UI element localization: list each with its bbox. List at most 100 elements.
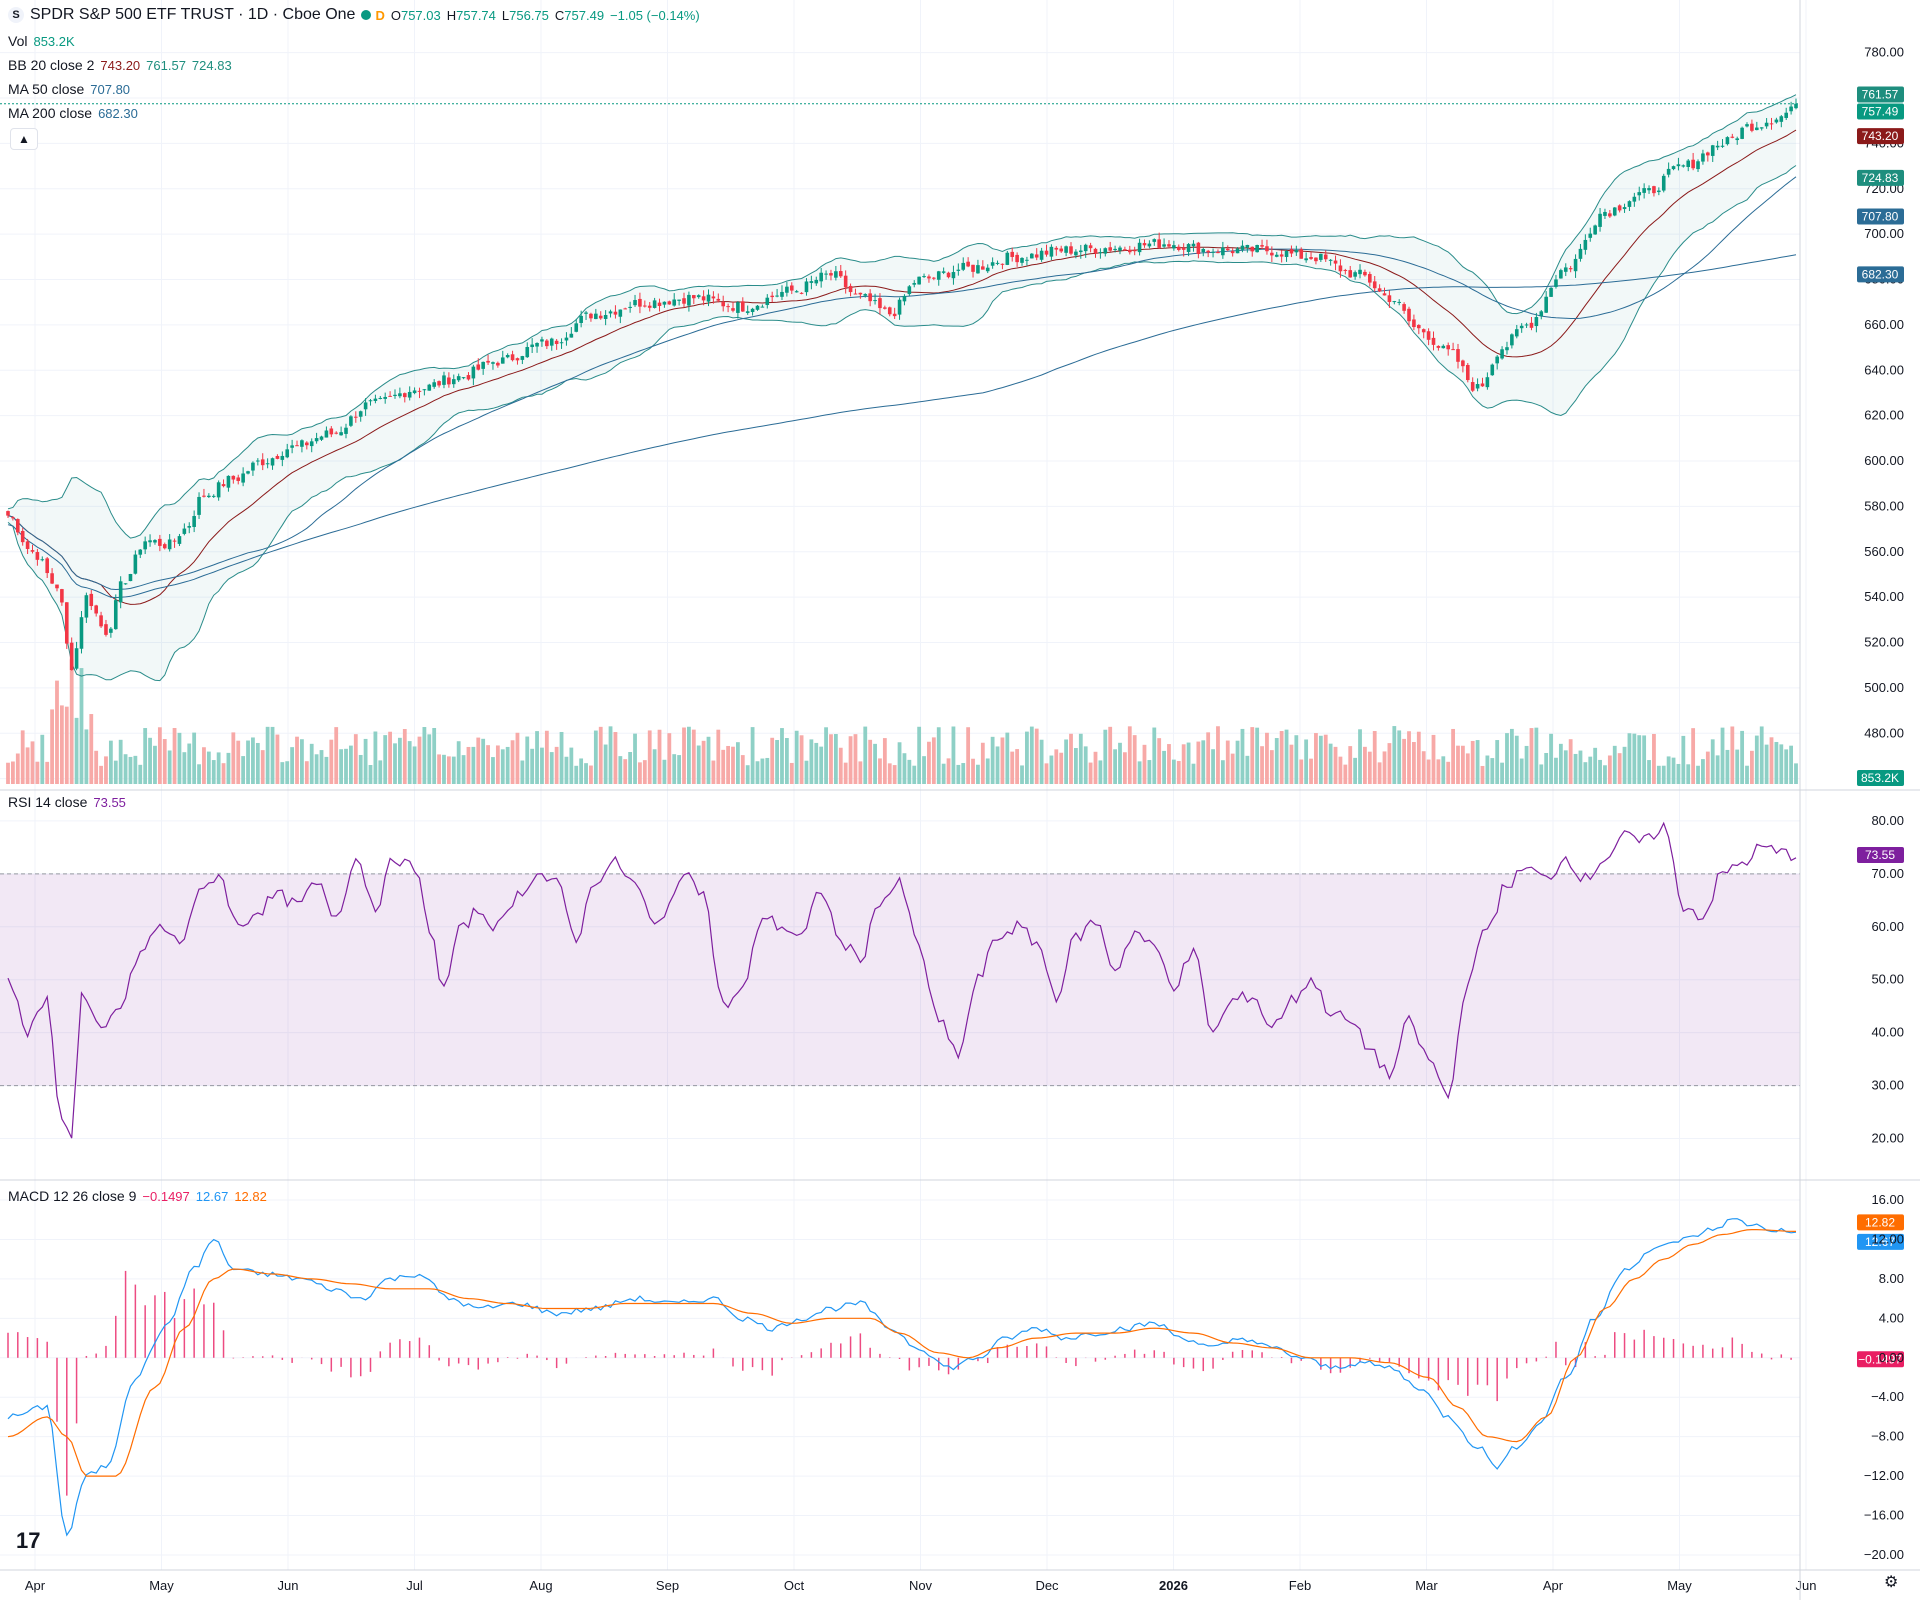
volume-bar — [990, 736, 995, 784]
volume-bar — [461, 755, 466, 784]
volume-bar — [177, 732, 182, 784]
candle-body — [1603, 211, 1607, 216]
candle-body — [1554, 279, 1558, 287]
volume-bar — [1363, 746, 1367, 784]
candle-body — [123, 583, 128, 585]
candle-body — [770, 295, 774, 298]
volume-bar — [319, 750, 324, 784]
candle-body — [74, 648, 79, 669]
gear-icon[interactable]: ⚙ — [1884, 1574, 1899, 1591]
candle-body — [736, 302, 740, 313]
candle-body — [574, 323, 579, 332]
candle-body — [50, 573, 54, 584]
candle-body — [1500, 349, 1504, 359]
candle-body — [1039, 250, 1044, 260]
legend-macd[interactable]: MACD 12 26 close 9 −0.1497 12.67 12.82 — [8, 1188, 267, 1204]
volume-bar — [1147, 760, 1152, 784]
volume-bar — [819, 746, 824, 784]
candle-body — [1627, 201, 1632, 207]
tradingview-logo-icon[interactable]: 17 — [16, 1528, 41, 1553]
header-title-row: S SPDR S&P 500 ETF TRUST · 1D · Cboe One… — [8, 6, 700, 24]
volume-bar — [1642, 735, 1647, 784]
volume-bar — [1201, 740, 1206, 784]
volume-bar — [1181, 744, 1186, 784]
candle-body — [1524, 324, 1529, 326]
y-tick-label: 700.00 — [1864, 226, 1904, 241]
candle-body — [221, 484, 226, 487]
candle-body — [564, 337, 569, 341]
candle-body — [358, 411, 363, 417]
volume-bar — [1652, 733, 1656, 784]
volume-bar — [701, 740, 706, 784]
candle-body — [148, 540, 152, 543]
candle-body — [613, 311, 618, 315]
volume-bar — [1426, 759, 1431, 784]
macd-pane: 12.82 12.67 −0.1497 — [7, 1214, 1904, 1537]
volume-bar — [946, 758, 951, 784]
volume-bar — [1627, 733, 1632, 784]
volume-bar — [784, 738, 789, 784]
volume-bar — [1593, 747, 1598, 784]
macd-tick-label: 0.00 — [1879, 1350, 1904, 1365]
volume-bar — [417, 736, 422, 784]
candle-body — [545, 340, 549, 347]
volume-label-text: 853.2K — [1861, 771, 1899, 785]
candle-body — [1025, 259, 1029, 261]
volume-bar — [329, 739, 334, 784]
macd-tick-label: −12.00 — [1864, 1468, 1904, 1483]
volume-bar — [667, 733, 672, 784]
candle-body — [1265, 246, 1269, 252]
legend-bollinger[interactable]: BB 20 close 2 743.20 761.57 724.83 — [8, 57, 232, 73]
volume-bar — [172, 728, 177, 784]
legend-ma50[interactable]: MA 50 close 707.80 — [8, 81, 131, 97]
candle-body — [60, 589, 64, 603]
volume-bar — [961, 763, 966, 784]
volume-bar — [246, 740, 250, 784]
legend-ma200[interactable]: MA 200 close 682.30 — [8, 105, 138, 121]
volume-bar — [339, 749, 344, 784]
volume-bar — [192, 732, 197, 784]
volume-bar — [931, 737, 936, 784]
rsi-tick-label: 50.00 — [1871, 972, 1904, 987]
candle-body — [1240, 245, 1245, 250]
candle-body — [84, 595, 89, 618]
volume-bar — [1392, 726, 1397, 784]
candle-body — [1054, 247, 1059, 250]
x-tick-label: Apr — [25, 1578, 46, 1593]
y-tick-label: 640.00 — [1864, 362, 1904, 377]
candle-body — [853, 293, 858, 295]
candle-body — [1495, 356, 1499, 364]
volume-bar — [1769, 737, 1774, 784]
candle-body — [677, 299, 681, 301]
macd-tick-label: 12.00 — [1871, 1231, 1904, 1246]
volume-bar — [118, 739, 123, 784]
candle-body — [726, 306, 730, 308]
legend-volume[interactable]: Vol 853.2K — [8, 33, 75, 49]
candle-body — [1559, 270, 1563, 279]
volume-bar — [971, 758, 975, 784]
candle-body — [917, 276, 921, 285]
candle-body — [1030, 253, 1034, 259]
legend-rsi[interactable]: RSI 14 close 73.55 — [8, 794, 126, 810]
candle-body — [584, 312, 588, 314]
candle-body — [1069, 246, 1073, 254]
candle-body — [559, 342, 564, 344]
volume-bar — [1372, 731, 1377, 784]
candle-body — [1274, 254, 1279, 257]
volume-bar — [1720, 727, 1725, 784]
volume-bar — [873, 743, 877, 784]
candle-body — [652, 300, 657, 308]
volume-bar — [1549, 733, 1553, 784]
candle-body — [1079, 250, 1083, 253]
volume-bar — [6, 762, 10, 784]
price-label-text: 682.30 — [1862, 267, 1899, 281]
candle-body — [133, 554, 138, 574]
candle-body — [1583, 239, 1588, 250]
volume-bar — [564, 756, 569, 784]
candle-body — [99, 615, 103, 627]
candle-body — [373, 398, 378, 401]
chevron-up-icon[interactable]: ▲ — [10, 128, 38, 150]
volume-bar — [775, 740, 779, 784]
symbol-title[interactable]: SPDR S&P 500 ETF TRUST · 1D · Cboe One — [30, 6, 356, 23]
